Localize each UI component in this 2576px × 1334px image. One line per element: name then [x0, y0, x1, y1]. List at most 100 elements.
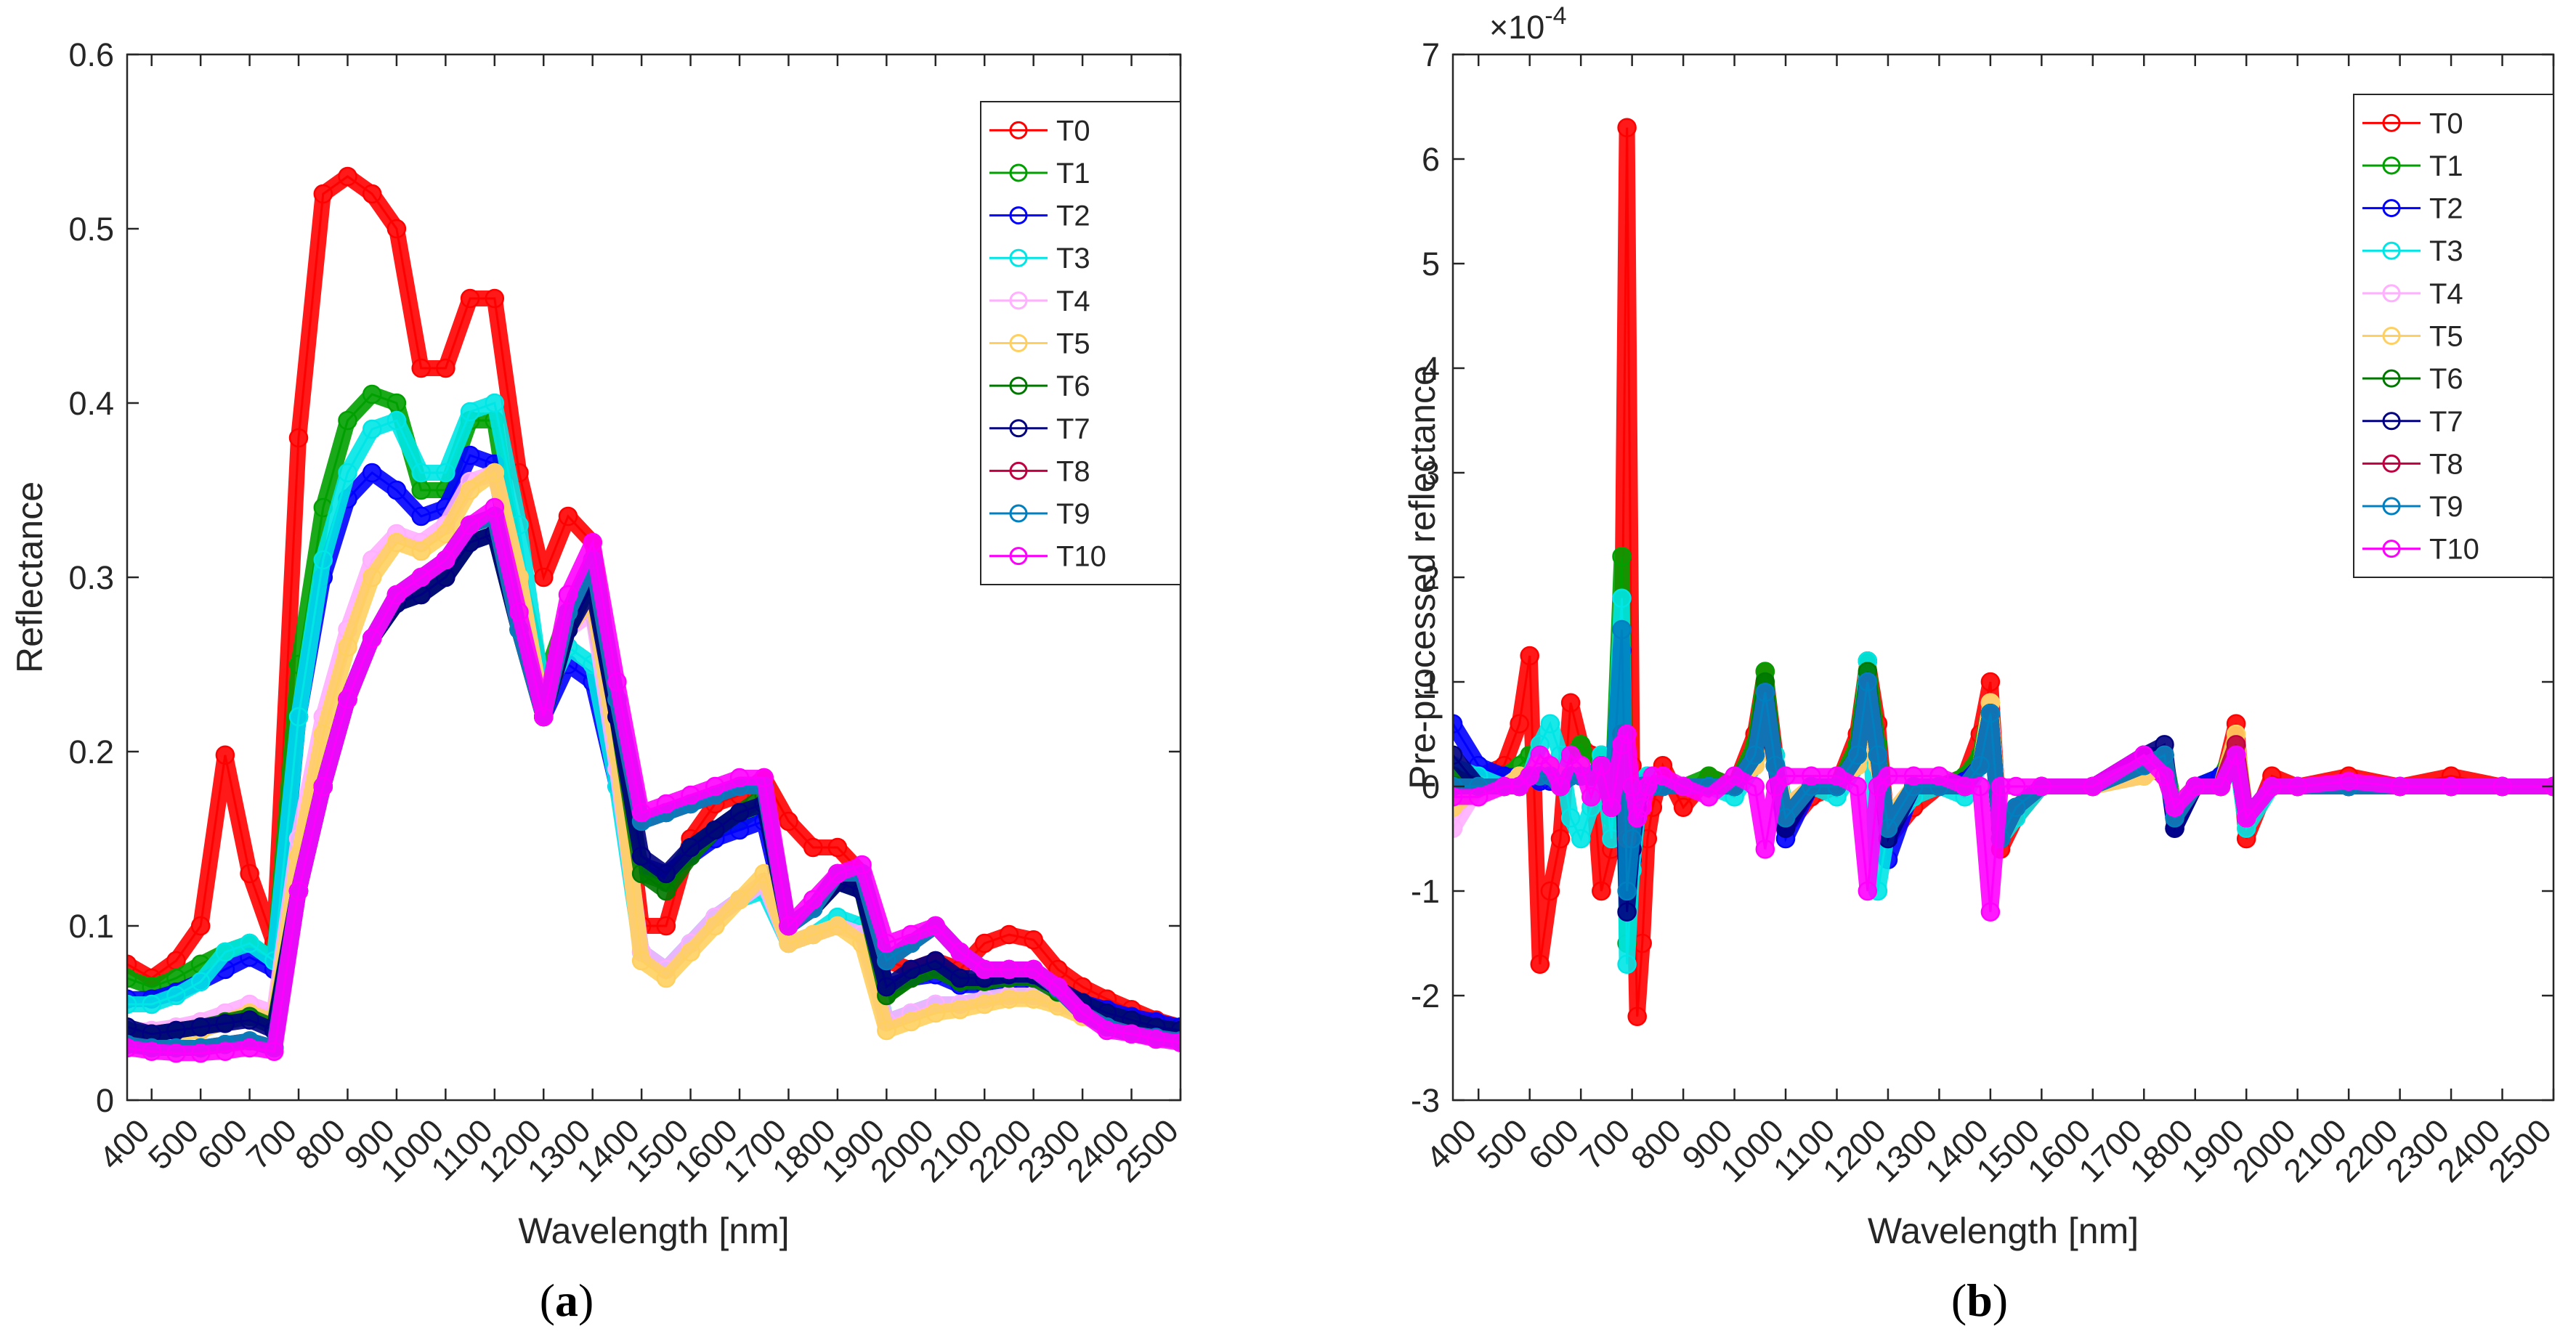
chart-b-y-tick-label: -1: [1411, 873, 1440, 910]
chart-a-point-t10: [729, 768, 750, 788]
chart-a-point-t10: [705, 776, 725, 797]
chart-a-point-t3: [142, 994, 161, 1014]
chart-b-legend-swatch-marker: [2382, 454, 2401, 473]
chart-a-series-t10: [127, 497, 1180, 1063]
chart-a-point-t10: [509, 602, 529, 622]
chart-b-legend-swatch-marker: [2382, 241, 2401, 260]
chart-a-y-tick-label: 0.2: [68, 733, 114, 770]
chart-b-point-t10: [2032, 776, 2052, 797]
chart-a-point-t2: [460, 445, 480, 465]
chart-b-point-t10: [2390, 776, 2410, 797]
chart-b-point-t10: [1592, 755, 1611, 776]
chart-b-point-t0: [1540, 881, 1560, 901]
chart-a-point-t5: [631, 951, 652, 971]
chart-a-point-t5: [411, 541, 431, 561]
chart-a-point-t10: [166, 1043, 186, 1063]
chart-a-point-t0: [558, 506, 578, 526]
chart-a-point-t3: [166, 985, 186, 1006]
chart-a-point-t0: [240, 863, 259, 884]
chart-b-point-t9: [2006, 797, 2026, 818]
chart-b-point-t10: [1453, 787, 1463, 807]
chart-a-point-t3: [362, 419, 382, 439]
chart-b-point-t10: [1802, 766, 1821, 786]
chart-b-legend-swatch-marker: [2382, 156, 2401, 175]
chart-b-point-t9: [1622, 829, 1642, 849]
chart-b-point-t10: [1775, 766, 1796, 786]
chart-b-legend-swatch-marker: [2382, 284, 2401, 303]
chart-b-point-t10: [2288, 776, 2307, 797]
chart-b-point-t10: [1980, 902, 2001, 922]
chart-b-point-t10: [1540, 755, 1560, 776]
chart-b-point-t9: [1868, 745, 1888, 765]
chart-a-legend-swatch-marker: [1009, 334, 1028, 352]
chart-b-y-tick-label: 3: [1422, 455, 1440, 492]
chart-b-point-t10: [1653, 766, 1673, 786]
chart-a-point-t5: [460, 480, 480, 500]
chart-a-series-t0: [127, 166, 1180, 1037]
chart-a-point-t7: [127, 1017, 137, 1037]
chart-b-point-t9: [1745, 745, 1765, 765]
chart-b-y-exponent: ×10-4: [1489, 2, 1567, 46]
chart-a-point-t10: [460, 515, 480, 535]
chart-b-point-t0: [1560, 693, 1581, 713]
chart-b-point-t10: [1612, 735, 1632, 755]
chart-a-point-t3: [485, 393, 505, 413]
chart-b-point-t9: [2155, 745, 2174, 765]
chart-a-point-t5: [681, 942, 700, 962]
chart-a-point-t10: [754, 768, 774, 788]
chart-b-point-t7: [1453, 745, 1463, 765]
chart-b-point-t10: [1725, 766, 1744, 786]
chart-a-y-axis-label: Reflectance: [9, 481, 50, 673]
chart-a-y-tick-label: 0: [96, 1082, 114, 1119]
chart-a-point-t5: [362, 567, 382, 587]
chart-b-y-tick-label: 2: [1422, 559, 1440, 596]
chart-a-y-tick-label: 0.5: [68, 211, 114, 248]
chart-a-legend-label: T6: [1056, 370, 1090, 402]
chart-b-point-t9: [1970, 755, 1990, 776]
chart-b-point-t7: [1617, 902, 1637, 922]
chart-a-point-t10: [362, 628, 382, 648]
caption-a-close: ): [578, 1274, 594, 1326]
chart-b-legend-label: T1: [2429, 150, 2463, 182]
chart-a-point-t10: [827, 863, 848, 884]
chart-a-point-t10: [386, 585, 407, 605]
chart-b-x-tick-label: 700: [1573, 1112, 1637, 1176]
chart-b-point-t10: [2236, 808, 2256, 828]
chart-b-point-t10: [1468, 787, 1489, 807]
chart-b-point-t10: [1622, 776, 1642, 797]
chart-b-y-tick-label: 7: [1422, 36, 1440, 73]
chart-a-point-t5: [485, 463, 505, 483]
chart-a-legend-swatch-marker: [1009, 376, 1028, 395]
chart-b-legend-label: T10: [2429, 534, 2479, 566]
chart-b-point-t9: [1847, 745, 1867, 765]
chart-a-point-t10: [656, 794, 676, 814]
chart-b-y-axis-label: Pre-processed reflectance: [1402, 365, 1443, 789]
chart-b-point-t10: [1494, 776, 1514, 797]
chart-b-point-t0: [1592, 881, 1611, 901]
chart-a-point-t5: [1024, 989, 1043, 1009]
chart-b-y-tick-label: 1: [1422, 664, 1440, 701]
chart-a-point-t3: [240, 933, 259, 953]
caption-a-letter: a: [555, 1274, 578, 1326]
chart-b-point-t10: [2185, 776, 2205, 797]
chart-b-legend-label: T8: [2429, 448, 2463, 480]
chart-b-point-t10: [1602, 797, 1621, 818]
chart-b-legend-swatch-marker: [2382, 369, 2401, 388]
chart-b-legend-swatch-marker: [2382, 540, 2401, 558]
chart-b-point-t10: [1765, 776, 1786, 797]
chart-a-legend-label: T1: [1056, 158, 1090, 190]
chart-b-point-t10: [1990, 776, 2011, 797]
chart-b-legend-label: T4: [2429, 278, 2463, 310]
chart-b-point-t10: [1755, 839, 1775, 859]
chart-b-point-t10: [1510, 776, 1529, 797]
chart-a-point-t5: [386, 532, 407, 553]
chart-b-y-exponent-base: ×10: [1489, 9, 1544, 46]
chart-a-point-t0: [127, 954, 137, 975]
chart-b-point-t3: [1560, 808, 1581, 828]
chart-a-point-t10: [534, 707, 554, 727]
chart-a-point-t3: [127, 994, 137, 1014]
chart-a-point-t3: [338, 463, 357, 483]
chart-a-point-t10: [485, 497, 505, 518]
chart-b-point-t10: [1571, 755, 1591, 776]
